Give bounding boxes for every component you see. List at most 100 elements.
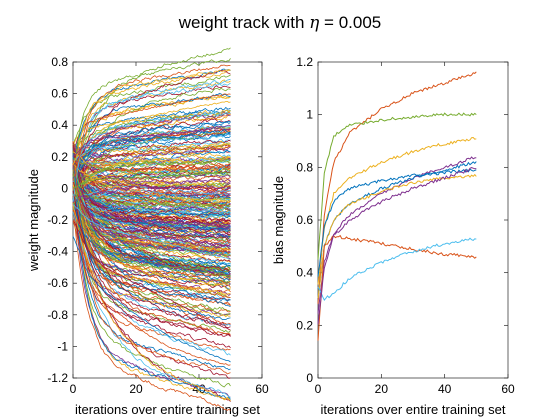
weight-series-line <box>72 206 231 281</box>
weight-series-line <box>72 112 231 182</box>
y-tick-label: -0.2 <box>47 213 68 227</box>
weight-series-line <box>72 190 231 301</box>
weight-series-line <box>72 220 231 331</box>
weight-series-line <box>72 87 231 191</box>
weight-series-line <box>72 182 231 288</box>
weight-series-line <box>72 109 231 178</box>
weight-series-line <box>72 164 231 204</box>
weight-series-line <box>72 159 231 205</box>
y-tick-label: 0.6 <box>296 213 313 227</box>
weight-series-line <box>72 151 231 167</box>
weight-series-line <box>72 178 231 229</box>
weight-series-line <box>72 159 231 335</box>
weight-series-line <box>72 158 231 307</box>
weight-series-line <box>72 209 231 254</box>
weight-series-line <box>72 188 231 201</box>
weight-series-line <box>72 69 231 176</box>
weight-series-line <box>72 204 231 411</box>
weight-series-line <box>72 198 231 236</box>
weight-y-axis-label: weight magnitude <box>26 169 41 272</box>
weight-series-line <box>72 169 231 181</box>
y-tick-label: 1 <box>306 108 313 122</box>
y-tick-label: 0.4 <box>296 266 313 280</box>
y-tick-label: 0.4 <box>51 118 68 132</box>
weight-series-line <box>72 129 231 179</box>
weight-series-line <box>72 172 231 200</box>
weight-series-line <box>72 110 231 148</box>
weight-series-line <box>72 144 231 206</box>
weight-series-line <box>72 120 231 196</box>
weight-series-line <box>72 100 231 165</box>
bias-series-line <box>317 161 477 299</box>
weight-series-line <box>72 184 231 207</box>
bias-axes-box <box>317 61 509 379</box>
x-tick-label: 40 <box>438 382 452 396</box>
weight-series-line <box>72 194 231 219</box>
weight-series-line <box>72 166 231 329</box>
weight-series-line <box>72 173 231 219</box>
weight-lines <box>72 47 231 411</box>
weight-series-line <box>72 144 231 279</box>
x-tick-label: 60 <box>255 382 269 396</box>
weight-series-line <box>72 190 231 337</box>
weight-series-line <box>72 189 231 199</box>
bias-series-line <box>317 167 477 325</box>
weight-series-line <box>72 182 231 203</box>
bias-series-line <box>317 168 477 277</box>
weight-series-line <box>72 133 231 163</box>
y-tick-label: 0.6 <box>51 87 68 101</box>
weight-series-line <box>72 181 231 242</box>
bias-series-line <box>317 234 477 341</box>
weight-series-line <box>72 166 231 183</box>
weight-series-line <box>72 163 231 173</box>
weight-series-line <box>72 118 231 161</box>
weight-series-line <box>72 171 231 277</box>
bias-series-line <box>317 112 477 260</box>
weight-series-line <box>72 124 231 185</box>
y-tick-label: 0.2 <box>296 318 313 332</box>
weight-series-line <box>72 202 231 388</box>
weight-series-line <box>72 142 231 402</box>
weight-series-line <box>72 193 231 269</box>
weight-series-line <box>72 168 231 270</box>
weight-series-line <box>72 172 231 225</box>
weight-series-line <box>72 236 231 363</box>
y-tick-label: 0.2 <box>51 150 68 164</box>
weight-series-line <box>72 78 231 153</box>
weight-series-line <box>72 148 231 302</box>
weight-series-line <box>72 68 231 170</box>
weight-series-line <box>72 199 231 398</box>
y-tick-label: 0 <box>61 181 68 195</box>
weight-series-line <box>72 141 231 375</box>
weight-series-line <box>72 133 231 183</box>
weight-series-line <box>72 145 231 272</box>
weight-series-line <box>72 194 231 202</box>
weight-series-line <box>72 151 231 257</box>
weight-series-line <box>72 126 231 208</box>
x-tick-label: 60 <box>501 382 515 396</box>
weight-series-line <box>72 151 231 318</box>
weight-series-line <box>72 82 231 202</box>
y-tick-label: -0.6 <box>47 276 68 290</box>
weight-series-line <box>72 142 231 158</box>
weight-series-line <box>72 210 231 321</box>
y-tick-label: -0.8 <box>47 308 68 322</box>
weight-series-line <box>73 193 231 210</box>
weight-chart: 0 20 40 60-1.2-1-0.8-0.6-0.4-0.200.20.40.60… <box>26 47 269 417</box>
bias-series-line <box>317 156 477 314</box>
weight-series-line <box>72 145 231 207</box>
x-tick-label: 20 <box>129 382 143 396</box>
weight-series-line <box>72 124 231 158</box>
weight-series-line <box>72 208 231 239</box>
weight-series-line <box>72 204 231 260</box>
weight-series-line <box>72 157 231 175</box>
weight-series-line <box>72 69 231 191</box>
x-tick-label: 20 <box>375 382 389 396</box>
weight-x-axis-label: iterations over entire training set <box>75 402 260 417</box>
weight-series-line <box>72 93 231 181</box>
weight-series-line <box>72 161 231 371</box>
y-tick-label: 0.8 <box>51 55 68 69</box>
bias-series-line <box>317 237 477 302</box>
y-tick-label: 0 <box>306 371 313 385</box>
